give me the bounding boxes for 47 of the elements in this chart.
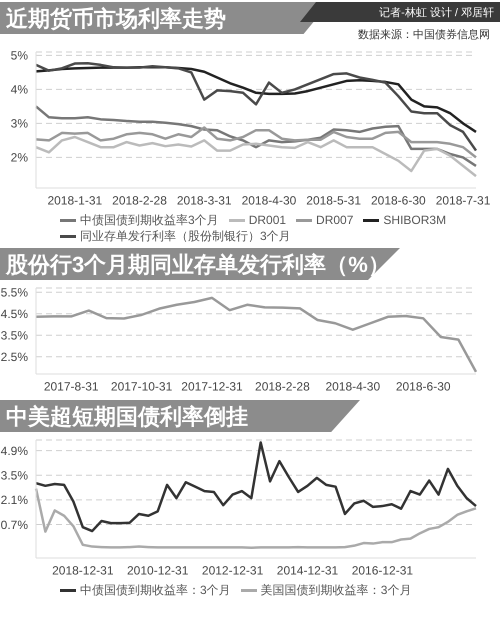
y-tick-label: 4.9%: [0, 444, 28, 458]
x-tick-label: 2018-1-31: [47, 194, 102, 208]
chart-title: 中美超短期国债利率倒挂: [6, 403, 248, 431]
y-tick-label: 2%: [10, 150, 28, 165]
line-series: [34, 441, 478, 532]
y-tick-label: 5%: [10, 48, 28, 63]
y-tick-label: 0.7%: [0, 518, 28, 532]
x-tick-label: 2017-10-31: [110, 380, 173, 394]
line-series: [34, 136, 478, 178]
line-series: [34, 487, 478, 550]
x-tick-label: 2018-12-31: [52, 564, 114, 578]
legend-label: 中债国债到期收益率：3个月: [79, 582, 231, 598]
legend-label: 美国国债到期收益率：3个月: [260, 582, 412, 598]
y-tick-label: 4%: [10, 82, 28, 97]
x-tick-label: 2018-5-31: [306, 194, 362, 208]
x-tick-label: 2018-6-30: [370, 194, 426, 208]
y-tick-label: 4.5%: [0, 307, 28, 322]
legend-label: 同业存单发行利率（股份制银行）3个月: [79, 228, 291, 244]
x-tick-label: 2010-12-31: [127, 564, 189, 578]
y-tick-label: 2.5%: [0, 350, 28, 364]
chart-title: 近期货币市场利率走势: [6, 5, 226, 33]
y-tick-label: 3%: [10, 116, 28, 131]
x-tick-label: 2018-6-30: [396, 380, 451, 394]
x-tick-label: 2018-7-31: [436, 194, 491, 208]
x-tick-label: 2014-12-31: [276, 564, 339, 578]
line-series: [34, 62, 478, 152]
x-tick-label: 2018-2-28: [112, 194, 168, 208]
chart-title: 股份行3个月期同业存单发行利率（%）: [6, 251, 390, 279]
x-tick-label: 2018-2-28: [255, 380, 310, 394]
legend-label: DR001: [248, 212, 286, 228]
legend-label: DR007: [315, 212, 354, 228]
y-tick-label: 3.5%: [0, 468, 28, 482]
legend-label: 中债国债到期收益率3个月: [79, 212, 219, 228]
x-tick-label: 2018-3-31: [176, 194, 232, 208]
x-tick-label: 2018-4-30: [325, 380, 380, 394]
x-tick-label: 2016-12-31: [352, 564, 414, 578]
y-tick-label: 2.1%: [0, 493, 28, 508]
x-tick-label: 2017-12-31: [181, 380, 244, 394]
legend-label: SHIBOR3M: [382, 212, 446, 228]
y-tick-label: 5.5%: [0, 286, 28, 300]
x-tick-label: 2018-4-30: [242, 194, 297, 208]
x-tick-label: 2012-12-31: [202, 564, 264, 578]
x-tick-label: 2017-8-31: [44, 380, 99, 394]
source-note: 数据来源：中国债券信息网: [358, 28, 490, 42]
y-tick-label: 3.5%: [0, 328, 28, 343]
line-series: [34, 126, 478, 159]
text: 记者-林虹 设计 / 邓居轩: [379, 6, 494, 20]
